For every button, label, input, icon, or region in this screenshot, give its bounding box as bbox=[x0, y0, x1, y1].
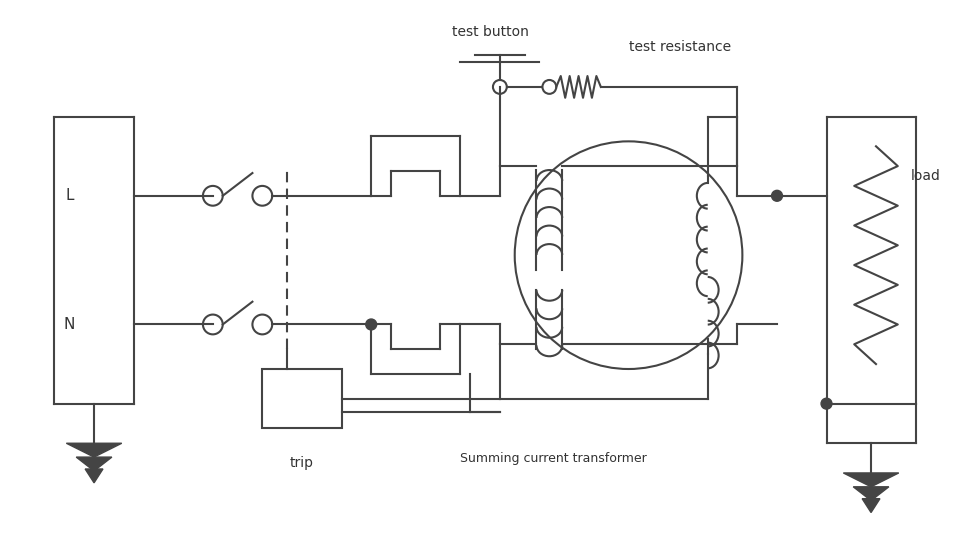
Text: load: load bbox=[911, 169, 941, 183]
Polygon shape bbox=[85, 469, 103, 483]
Polygon shape bbox=[66, 443, 122, 457]
Text: N: N bbox=[63, 317, 75, 332]
Circle shape bbox=[771, 190, 783, 201]
Polygon shape bbox=[862, 499, 880, 512]
Text: test button: test button bbox=[451, 26, 528, 39]
Text: L: L bbox=[65, 188, 73, 203]
Bar bbox=[262, 369, 341, 428]
Polygon shape bbox=[843, 473, 899, 487]
Text: test resistance: test resistance bbox=[629, 40, 730, 54]
Circle shape bbox=[366, 319, 376, 330]
Circle shape bbox=[821, 398, 832, 409]
Polygon shape bbox=[76, 457, 112, 471]
Polygon shape bbox=[853, 487, 889, 501]
Text: Summing current transformer: Summing current transformer bbox=[460, 452, 647, 464]
Text: trip: trip bbox=[290, 456, 314, 470]
